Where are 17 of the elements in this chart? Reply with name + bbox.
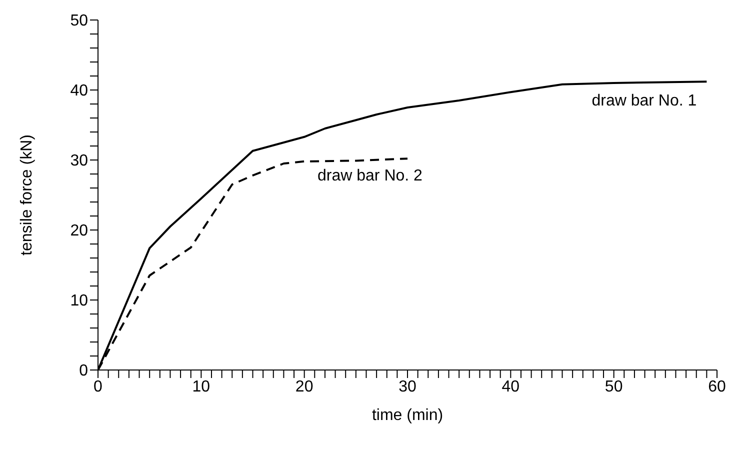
x-tick-label: 10	[192, 378, 210, 396]
x-tick-label: 30	[398, 378, 416, 396]
x-axis-title: time (min)	[372, 407, 444, 424]
x-tick-label: 0	[94, 378, 103, 396]
series-label: draw bar No. 2	[318, 168, 423, 185]
x-tick-label: 50	[604, 378, 623, 396]
y-axis-title: tensile force (kN)	[18, 134, 36, 256]
series-label: draw bar No. 1	[592, 92, 697, 110]
y-tick-label: 10	[70, 292, 88, 310]
y-tick-label: 20	[70, 222, 88, 240]
y-tick-label: 50	[70, 12, 88, 30]
x-tick-label: 20	[295, 378, 314, 396]
y-tick-label: 0	[79, 362, 88, 380]
y-tick-label: 40	[70, 82, 88, 100]
y-tick-label: 30	[70, 152, 88, 170]
x-tick-label: 60	[708, 378, 726, 396]
x-tick-label: 40	[502, 378, 520, 396]
